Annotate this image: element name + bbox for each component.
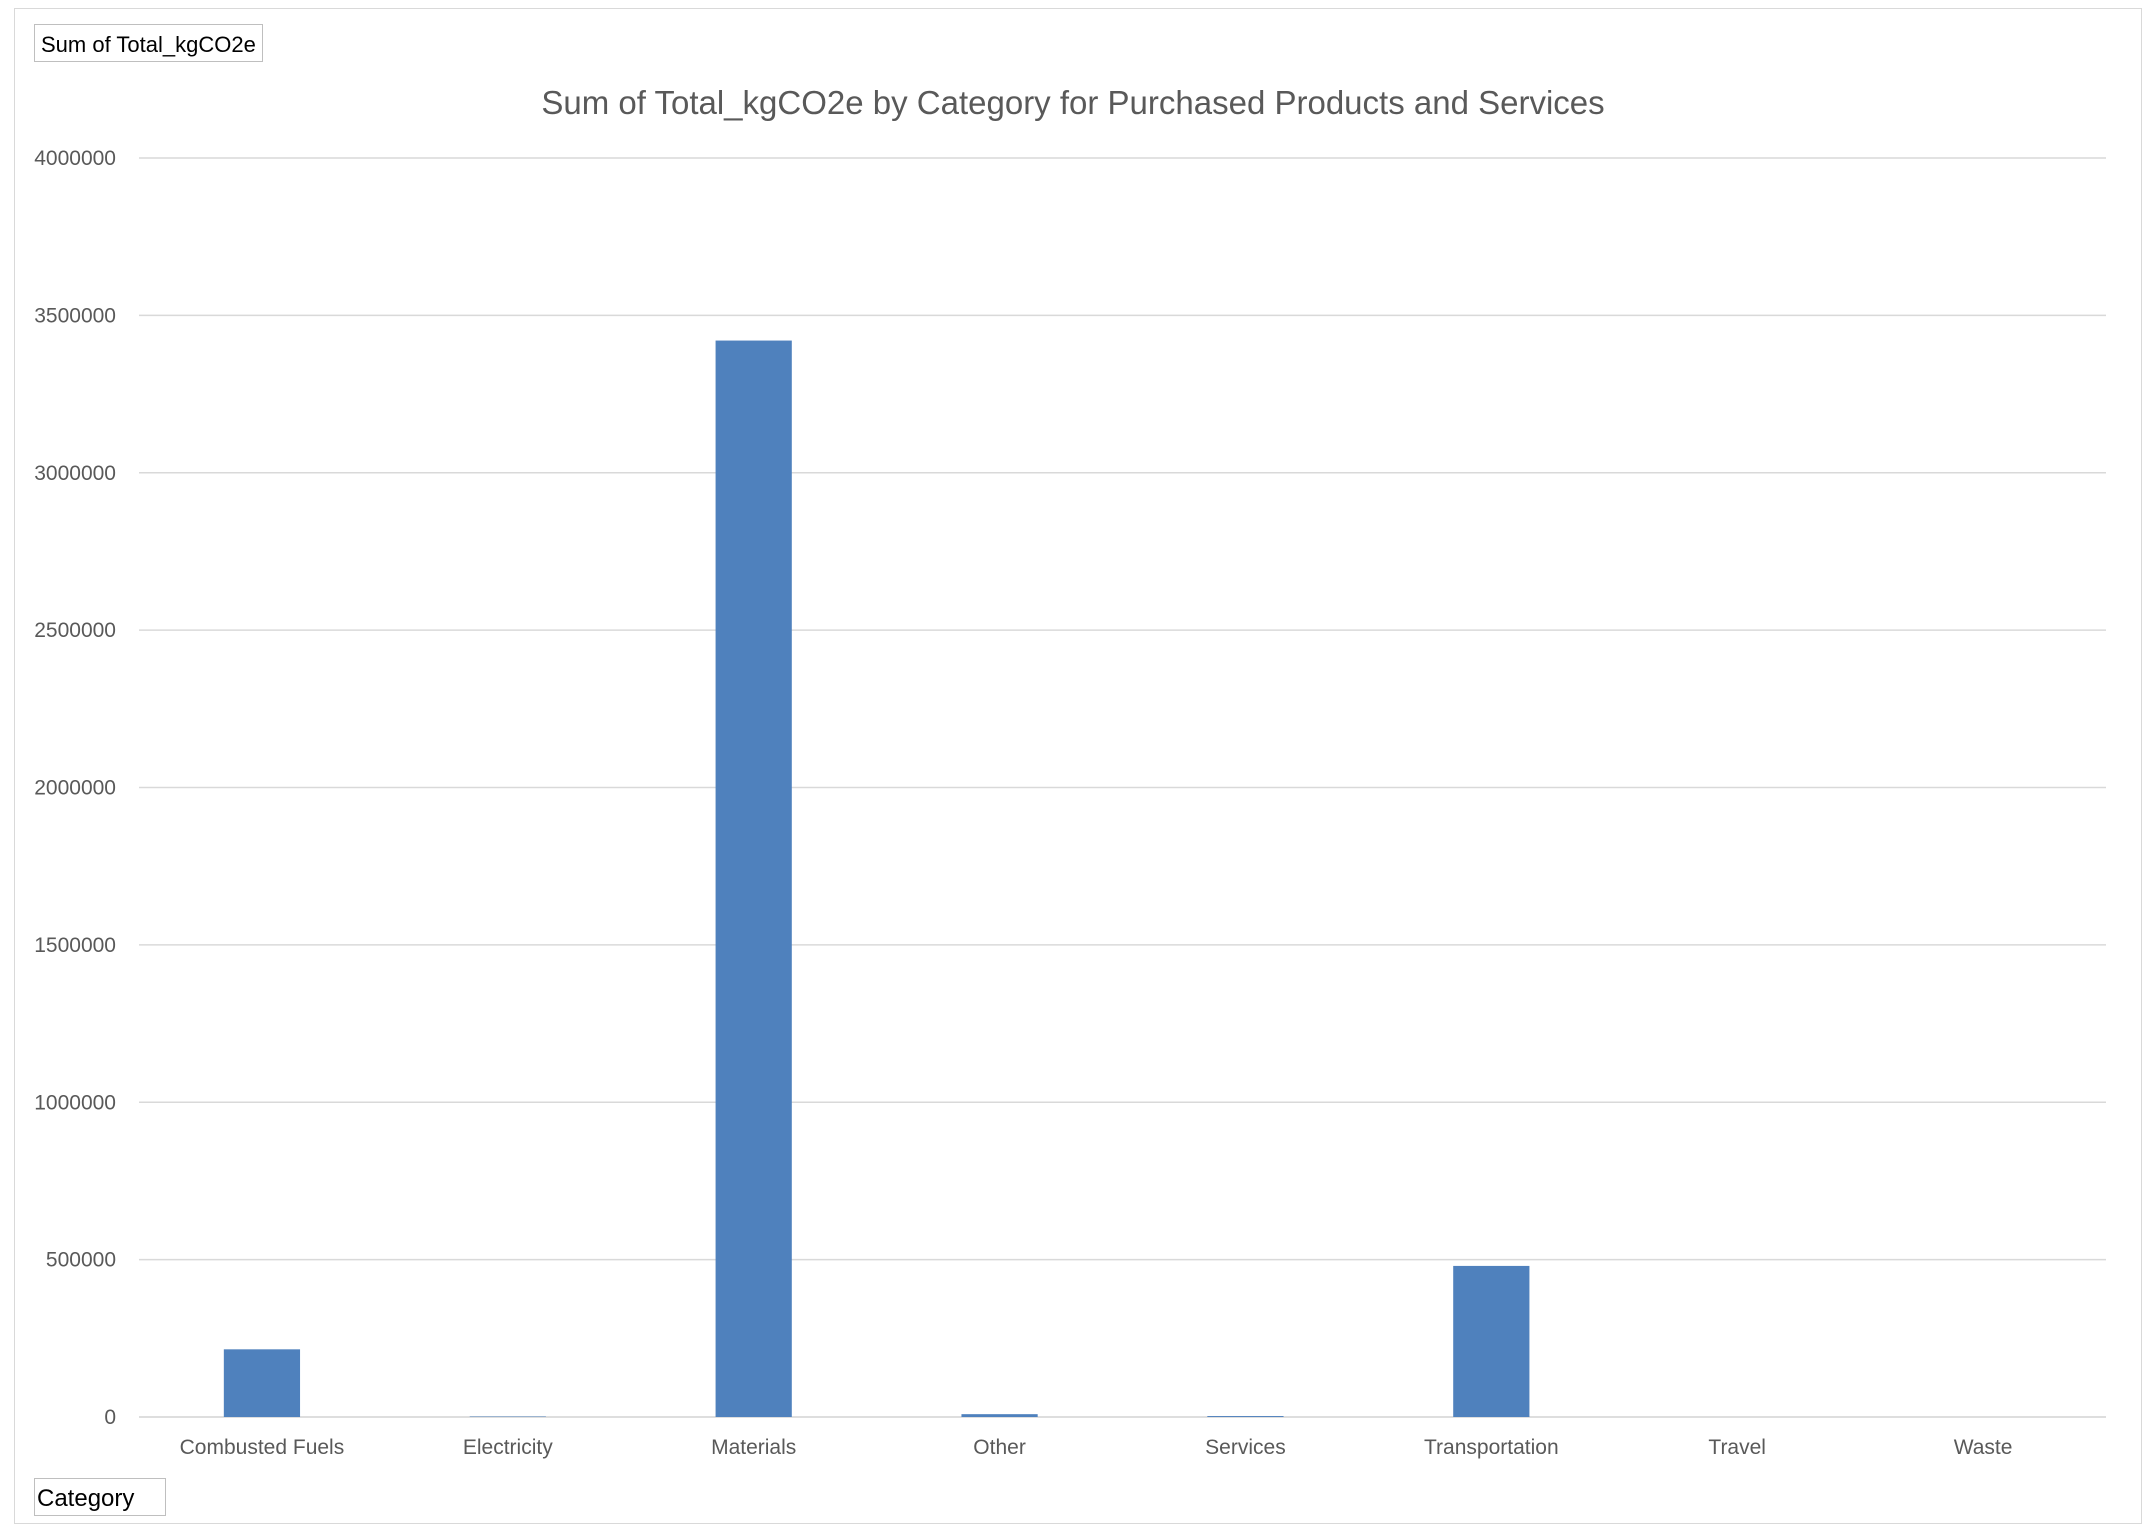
- chart-title: Sum of Total_kgCO2e by Category for Purc…: [541, 84, 1604, 121]
- bar-other[interactable]: [961, 1414, 1038, 1417]
- bar-services[interactable]: [1207, 1416, 1284, 1417]
- x-tick-label: Combusted Fuels: [180, 1436, 345, 1459]
- y-tick-label: 2500000: [34, 619, 116, 642]
- y-tick-label: 4000000: [34, 147, 116, 170]
- x-tick-label: Travel: [1708, 1436, 1766, 1459]
- chart-frame: [14, 8, 2142, 1524]
- y-tick-label: 1000000: [34, 1091, 116, 1114]
- gridlines: [139, 157, 2106, 1418]
- x-tick-label: Waste: [1954, 1436, 2013, 1459]
- bar-combusted-fuels[interactable]: [223, 1349, 301, 1417]
- y-axis-tick-labels: 0 500000 1000000 1500000 2000000 2500000 30000…: [34, 147, 116, 1429]
- y-tick-label: 0: [104, 1406, 116, 1429]
- x-tick-label: Materials: [711, 1436, 796, 1459]
- bar-transportation[interactable]: [1453, 1265, 1530, 1417]
- x-tick-label: Transportation: [1424, 1436, 1559, 1459]
- x-axis-tick-labels: Combusted Fuels Electricity Materials Other…: [180, 1436, 2013, 1459]
- bars: [223, 340, 1530, 1418]
- value-field-button[interactable]: Sum of Total_kgCO2e: [34, 24, 263, 62]
- bar-materials[interactable]: [715, 340, 792, 1418]
- x-tick-label: Electricity: [463, 1436, 553, 1459]
- x-tick-label: Services: [1205, 1436, 1286, 1459]
- y-tick-label: 2000000: [34, 777, 116, 800]
- y-tick-label: 3000000: [34, 462, 116, 485]
- y-tick-label: 3500000: [34, 304, 116, 327]
- axis-field-button[interactable]: Category: [34, 1478, 166, 1516]
- y-tick-label: 500000: [46, 1249, 116, 1272]
- y-tick-label: 1500000: [34, 934, 116, 957]
- x-tick-label: Other: [973, 1436, 1026, 1459]
